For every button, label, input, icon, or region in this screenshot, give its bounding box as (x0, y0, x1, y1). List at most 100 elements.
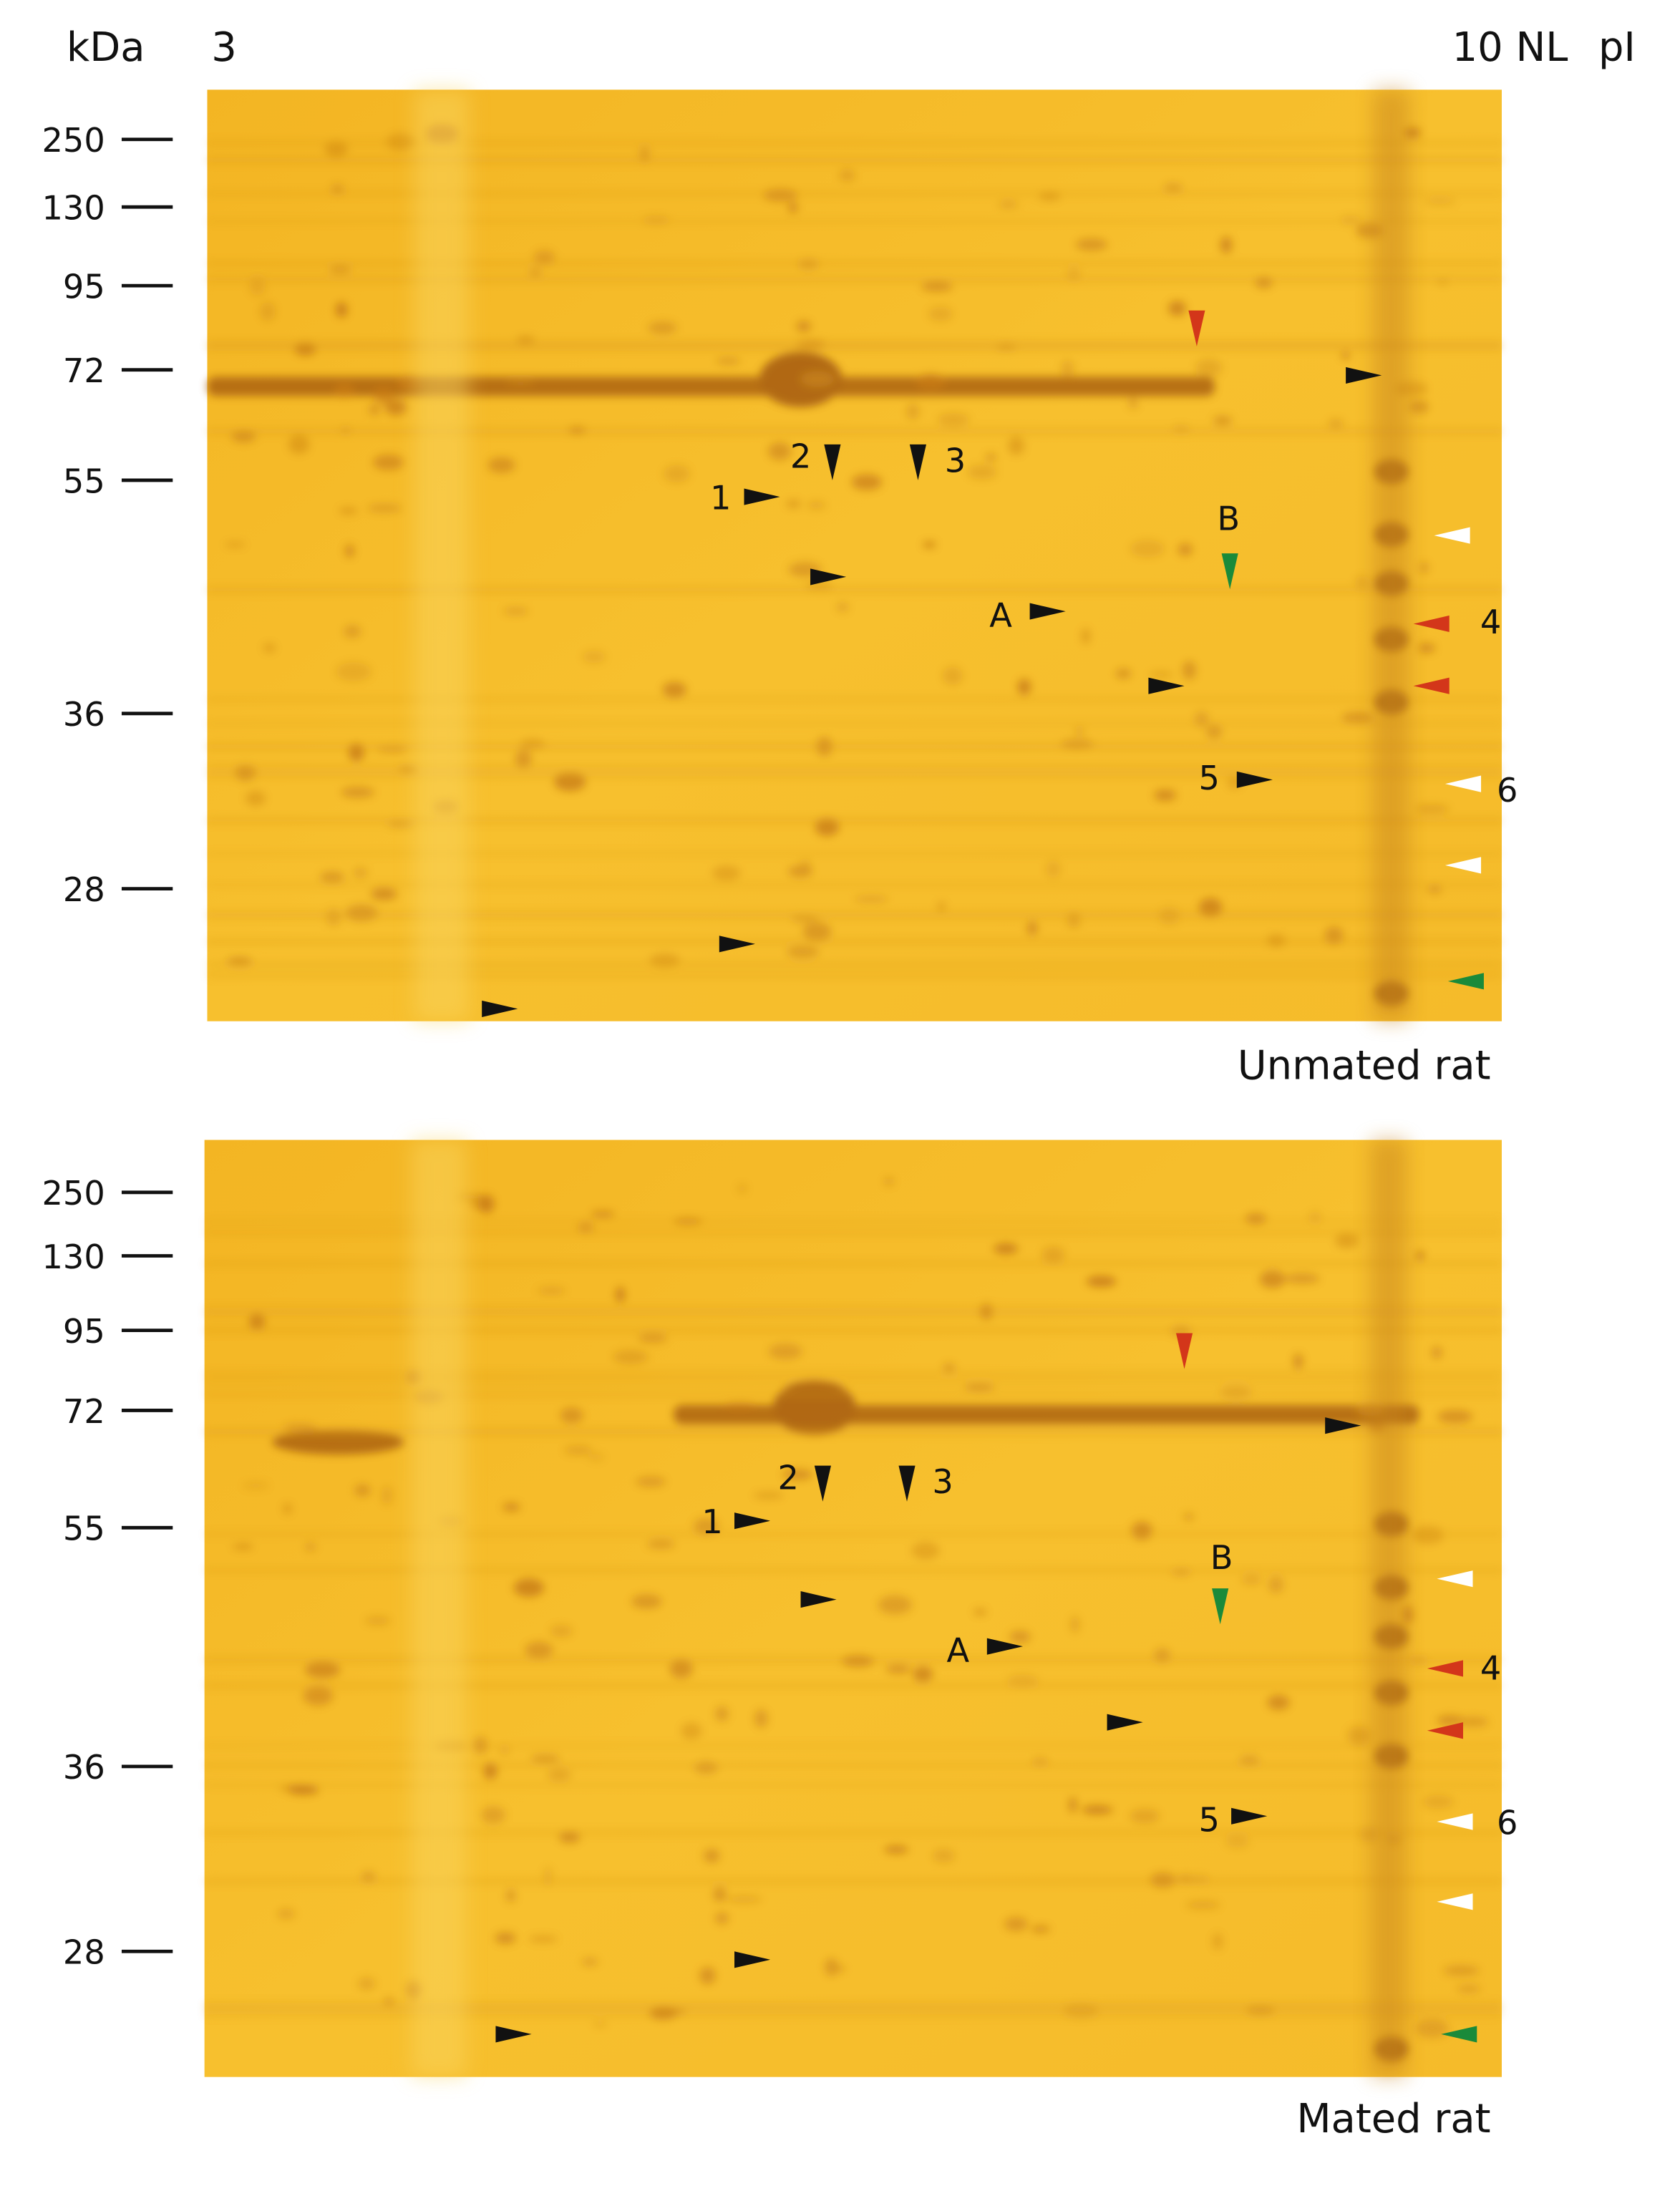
spot (714, 1912, 729, 1925)
spot (839, 169, 855, 182)
spot (353, 868, 368, 878)
arrowhead (1427, 1722, 1464, 1739)
spot (1431, 1346, 1443, 1359)
spot (1427, 885, 1442, 894)
streak (1373, 89, 1409, 1021)
spot (1081, 628, 1091, 645)
spot (336, 662, 372, 681)
spot (662, 681, 687, 698)
streak (207, 883, 1502, 887)
spot (505, 379, 535, 387)
spot (365, 1616, 390, 1626)
spot-label: 3 (932, 1462, 953, 1501)
spot (1415, 1251, 1425, 1260)
spot (370, 888, 397, 900)
arrowhead (1188, 310, 1205, 346)
streak (204, 1371, 1502, 1376)
spot (921, 281, 953, 292)
spot (528, 1935, 558, 1943)
mw-marker-label: 95 (63, 267, 105, 306)
spot (305, 1543, 316, 1551)
spot (1017, 679, 1031, 696)
spot (788, 202, 798, 213)
spot (525, 1641, 553, 1658)
streak (204, 1568, 1502, 1573)
arrowhead (1221, 553, 1238, 590)
spot (339, 507, 358, 515)
spot (279, 1784, 312, 1792)
spot (967, 465, 997, 480)
streak (207, 722, 1502, 725)
arrowhead (810, 568, 847, 586)
streak (1370, 1140, 1407, 2077)
spot (800, 371, 835, 387)
spot (1457, 1985, 1480, 1993)
spot (1213, 1933, 1223, 1950)
spot (1328, 419, 1344, 428)
spot (928, 306, 953, 321)
streak (204, 1656, 1502, 1663)
spot (560, 1407, 583, 1424)
spot (513, 1578, 545, 1598)
arrowhead (1107, 1714, 1143, 1731)
spot (936, 901, 946, 912)
spot (963, 1384, 995, 1391)
arrowhead (898, 1465, 916, 1502)
spot (1259, 1270, 1286, 1288)
streak (207, 340, 1502, 347)
spot (1293, 1353, 1303, 1370)
mw-marker-label: 130 (42, 189, 105, 228)
spot (372, 454, 404, 470)
spot (937, 413, 970, 427)
spot (340, 787, 375, 798)
arrowhead (814, 1465, 831, 1502)
spot (1414, 805, 1450, 814)
spot (915, 374, 946, 390)
spot (1240, 1574, 1262, 1585)
spot (1183, 1513, 1194, 1520)
spot (786, 946, 820, 958)
spot (638, 1333, 668, 1344)
spot (785, 499, 802, 509)
spot (381, 1485, 393, 1505)
spot (1182, 661, 1196, 680)
spot (906, 403, 919, 420)
streak (207, 961, 1502, 966)
spot-label: 1 (701, 1502, 722, 1541)
arrowhead (1231, 1807, 1268, 1825)
streak (204, 1380, 1502, 1384)
spot (499, 1745, 510, 1756)
streak (204, 1310, 1502, 1316)
spot (1219, 1386, 1252, 1399)
spot (1026, 920, 1038, 936)
spot (1128, 396, 1138, 409)
arrowhead (1029, 603, 1066, 620)
gel-image (207, 89, 1502, 1021)
spot (663, 465, 690, 483)
spot (1415, 2019, 1450, 2039)
streak (204, 1428, 1502, 1436)
gel-panel: 250 130 95 72 55 36 28 1 2 3 A B 4 5 6 Mated rat (42, 1140, 1518, 2142)
spot (1437, 1715, 1464, 1726)
spot (646, 1539, 675, 1549)
streak (204, 1830, 1502, 1835)
spot (495, 1932, 516, 1944)
band (674, 1404, 1419, 1424)
streak (207, 697, 1502, 701)
spot-label: A (989, 596, 1012, 634)
band (207, 377, 1215, 397)
arrowhead (1325, 1417, 1361, 1434)
streak (207, 157, 1502, 164)
streak (204, 1683, 1502, 1688)
streak (207, 972, 1502, 978)
spot (335, 301, 348, 318)
spot (1185, 1901, 1220, 1909)
streak (207, 220, 1502, 223)
spot (1168, 301, 1186, 316)
arrowhead (734, 1512, 771, 1530)
spot-label: A (947, 1631, 970, 1669)
spot (283, 1503, 293, 1515)
spot (537, 1288, 565, 1294)
spot (943, 1363, 956, 1373)
mw-marker-label: 250 (42, 121, 105, 160)
